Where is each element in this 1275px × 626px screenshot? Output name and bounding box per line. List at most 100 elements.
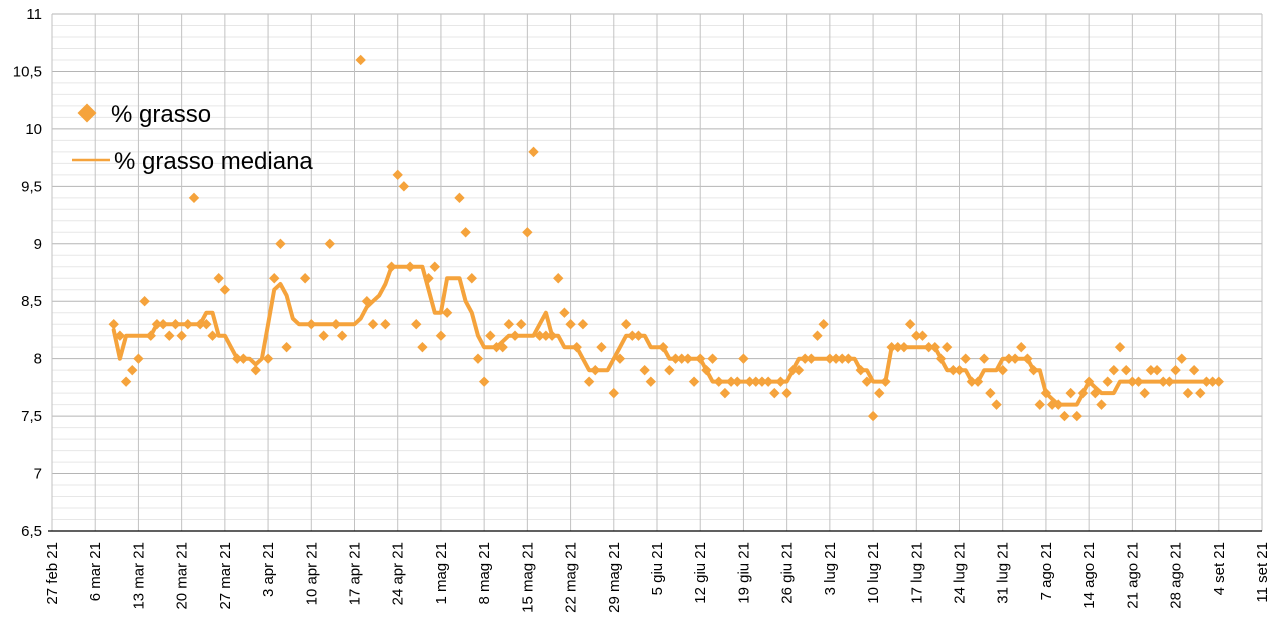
scatter-point <box>503 318 515 330</box>
scatter-point <box>639 364 650 376</box>
scatter-point <box>571 341 582 353</box>
scatter-point <box>361 296 373 307</box>
scatter-point <box>466 273 477 284</box>
scatter-point <box>380 318 391 330</box>
y-tick-label: 10,5 <box>13 63 42 80</box>
scatter-point <box>583 376 595 387</box>
scatter-point <box>1151 364 1163 376</box>
scatter-point <box>546 330 558 341</box>
x-tick-label: 20 mar 21 <box>174 542 191 610</box>
legend-grasso-label: % grasso <box>111 101 211 128</box>
scatter-point <box>843 353 854 364</box>
scatter-point <box>1090 387 1101 399</box>
scatter-point <box>732 376 743 387</box>
scatter-point <box>1034 399 1045 410</box>
scatter-point <box>1009 353 1021 364</box>
scatter-point <box>1022 353 1033 364</box>
scatter-point <box>219 284 231 295</box>
scatter-point <box>108 318 119 330</box>
scatter-point <box>164 330 175 341</box>
scatter-point <box>596 341 607 353</box>
x-tick-label: 3 apr 21 <box>260 542 277 597</box>
scatter-point <box>540 330 552 341</box>
scatter-point <box>769 387 780 399</box>
x-tick-label: 10 apr 21 <box>303 542 320 605</box>
scatter-point <box>707 353 718 364</box>
y-tick-label: 8 <box>34 351 42 368</box>
scatter-point <box>435 330 447 341</box>
scatter-point <box>861 376 873 387</box>
scatter-point <box>935 353 947 364</box>
scatter-point <box>867 410 879 422</box>
x-tick-label: 19 giu 21 <box>735 542 752 604</box>
scatter-point <box>1071 410 1083 422</box>
scatter-point <box>978 353 990 364</box>
scatter-point <box>411 318 422 330</box>
scatter-point <box>114 330 126 341</box>
scatter-point <box>194 318 206 330</box>
scatter-point <box>528 146 539 158</box>
scatter-point <box>892 341 903 353</box>
scatter-point <box>120 376 132 387</box>
scatter-point <box>565 318 576 330</box>
scatter-point <box>182 318 194 330</box>
x-tick-label: 15 mag 21 <box>519 542 536 613</box>
scatter-point <box>1195 387 1206 399</box>
scatter-point <box>478 376 490 387</box>
scatter-point <box>676 353 687 364</box>
scatter-point <box>188 192 200 204</box>
scatter-point <box>1046 399 1058 410</box>
x-tick-label: 1 mag 21 <box>433 542 450 605</box>
scatter-point <box>608 387 619 399</box>
scatter-point <box>423 273 434 284</box>
scatter-point <box>386 261 397 272</box>
scatter-point <box>1028 364 1039 376</box>
scatter-point <box>515 318 527 330</box>
scatter-point <box>880 376 891 387</box>
scatter-point <box>1158 376 1169 387</box>
scatter-point <box>985 387 996 399</box>
scatter-point <box>725 376 737 387</box>
scatter-point <box>460 227 471 238</box>
x-tick-label: 31 lug 21 <box>995 542 1012 604</box>
x-tick-label: 27 mar 21 <box>217 542 234 610</box>
scatter-point <box>324 238 336 249</box>
x-tick-label: 14 ago 21 <box>1081 542 1098 609</box>
y-tick-label: 6,5 <box>21 523 42 540</box>
scatter-point <box>1133 376 1144 387</box>
scatter-point <box>657 341 669 353</box>
scatter-point <box>1096 399 1107 410</box>
scatter-point <box>472 353 484 364</box>
x-tick-label: 28 ago 21 <box>1168 542 1185 609</box>
scatter-point <box>682 353 694 364</box>
scatter-point <box>855 364 866 376</box>
scatter-point <box>127 364 138 376</box>
x-tick-label: 12 giu 21 <box>692 542 709 604</box>
scatter-point <box>941 341 953 353</box>
y-tick-label: 9,5 <box>21 178 42 195</box>
x-tick-label: 27 feb 21 <box>44 542 61 605</box>
scatter-point <box>1040 387 1052 399</box>
legend-grasso-diamond-icon <box>77 103 97 123</box>
scatter-point <box>1077 387 1089 399</box>
y-tick-label: 9 <box>34 236 42 253</box>
scatter-point <box>837 353 848 364</box>
scatter-point <box>559 307 570 318</box>
scatter-point <box>744 376 755 387</box>
scatter-point <box>645 376 657 387</box>
scatter-point <box>1207 376 1218 387</box>
scatter-point <box>775 376 786 387</box>
scatter-point <box>806 353 817 364</box>
scatter-point <box>485 330 496 341</box>
y-tick-label: 8,5 <box>21 293 42 310</box>
scatter-point <box>762 376 774 387</box>
scatter-point <box>991 399 1002 410</box>
scatter-point <box>830 353 842 364</box>
x-tick-label: 26 giu 21 <box>779 542 796 604</box>
scatter-point <box>787 364 799 376</box>
scatter-point <box>250 364 261 376</box>
scatter-point <box>441 307 453 318</box>
scatter-point <box>627 330 638 341</box>
